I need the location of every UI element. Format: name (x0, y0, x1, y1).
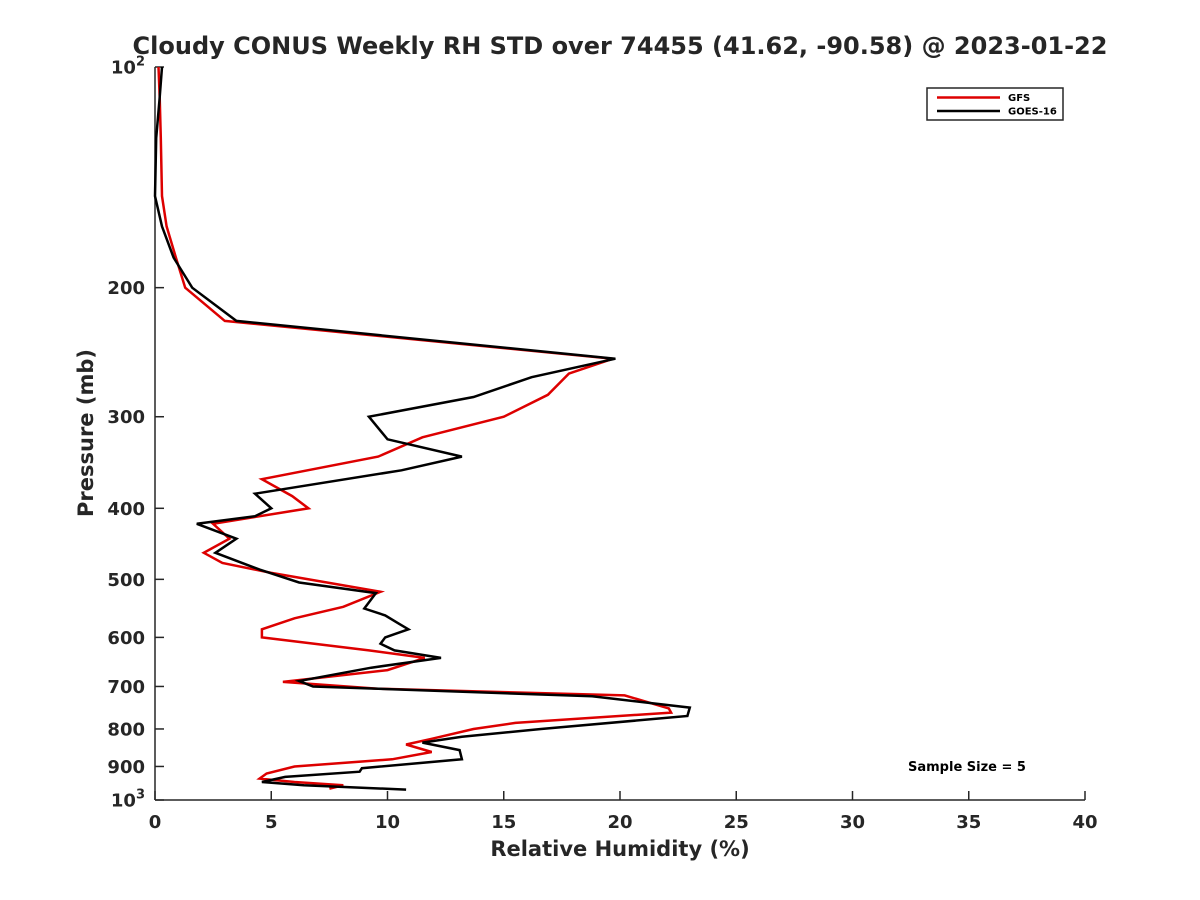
chart-title: Cloudy CONUS Weekly RH STD over 74455 (4… (133, 32, 1108, 60)
x-tick-label: 15 (491, 812, 516, 833)
y-tick-label: 103 (111, 788, 145, 812)
y-tick-label: 300 (107, 407, 145, 428)
y-tick-label: 400 (107, 499, 145, 520)
legend-label-gfs: GFS (1008, 93, 1030, 104)
y-tick-label: 800 (107, 719, 145, 740)
y-tick-label: 600 (107, 628, 145, 649)
x-tick-label: 35 (956, 812, 981, 833)
y-tick-label: 102 (111, 55, 145, 79)
plot-area (154, 67, 1085, 801)
y-tick-label: 500 (107, 570, 145, 591)
y-tick-label-base: 10 (111, 791, 136, 812)
y-tick-label: 900 (107, 757, 145, 778)
x-ticks: 0 5 10 15 20 25 30 35 40 (149, 791, 1098, 833)
x-axis-label: Relative Humidity (%) (490, 837, 749, 861)
x-tick-label: 30 (840, 812, 865, 833)
y-tick-label: 700 (107, 677, 145, 698)
x-tick-label: 5 (265, 812, 278, 833)
x-tick-label: 0 (149, 812, 162, 833)
series-line-goes16 (153, 66, 692, 791)
y-tick-label-base: 10 (111, 58, 136, 79)
x-tick-label: 20 (607, 812, 632, 833)
x-tick-label: 25 (724, 812, 749, 833)
y-axis-label: Pressure (mb) (74, 349, 98, 517)
series-layer (153, 66, 692, 791)
legend: GFS GOES-16 (926, 87, 1064, 121)
sample-size-annotation: Sample Size = 5 (908, 760, 1026, 775)
legend-label-goes16: GOES-16 (1008, 107, 1057, 118)
y-tick-label: 200 (107, 278, 145, 299)
y-tick-label-exponent: 3 (136, 788, 145, 803)
x-tick-label: 40 (1072, 812, 1097, 833)
legend-box (926, 87, 1064, 121)
x-tick-label: 10 (375, 812, 400, 833)
series-line-gfs (157, 66, 674, 790)
y-tick-label-exponent: 2 (136, 55, 145, 70)
